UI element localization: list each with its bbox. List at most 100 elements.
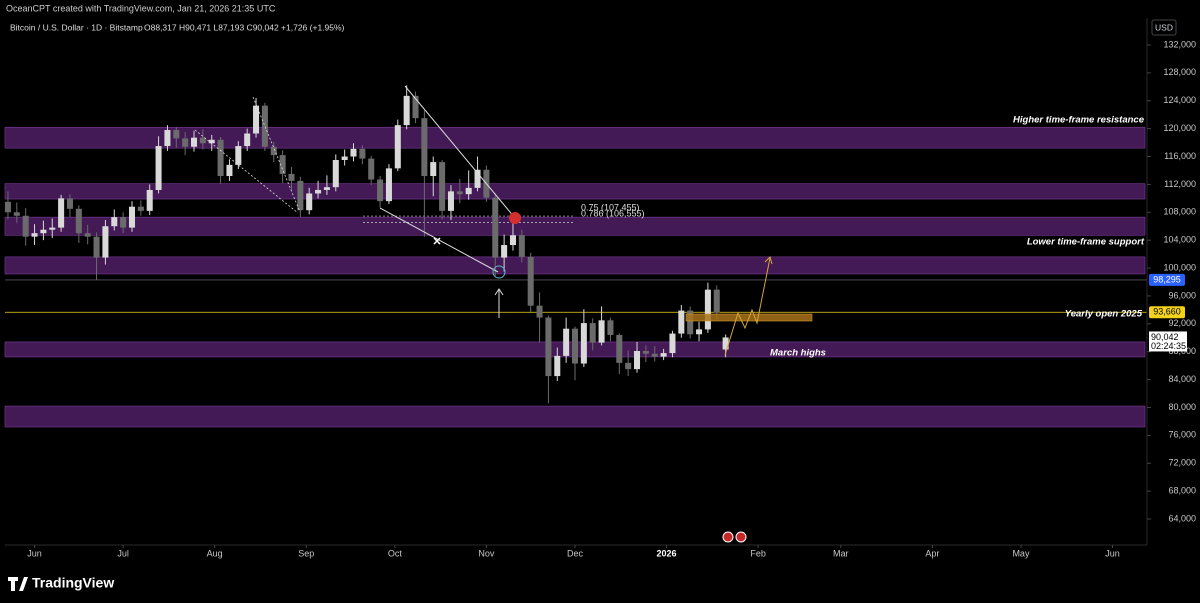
fib-label: 0.786 (106,555)	[581, 209, 645, 219]
candle-body	[323, 187, 330, 190]
x-tick-label: Mar	[833, 548, 849, 558]
candle-body	[84, 233, 91, 237]
candle-body	[332, 159, 339, 188]
annotation: Yearly open 2025	[1065, 309, 1143, 320]
y-tick-label: 128,000	[1163, 67, 1196, 77]
candle-body	[66, 198, 73, 209]
candle-body	[439, 162, 446, 211]
candle-body	[182, 138, 189, 147]
x-tick-label: Nov	[478, 548, 495, 558]
candle-body	[40, 229, 47, 234]
symbol: Bitcoin / U.S. Dollar · 1D · Bitstamp	[10, 22, 143, 32]
event-icons	[722, 531, 747, 543]
candle-body	[22, 215, 29, 237]
y-tick-label: 124,000	[1163, 95, 1196, 105]
candle-body	[341, 156, 348, 160]
candle-body	[261, 105, 268, 147]
candle-body	[377, 179, 384, 202]
x-tick-label: Apr	[925, 548, 939, 558]
y-tick-label: 68,000	[1168, 485, 1196, 495]
candle-body	[447, 191, 454, 211]
drawings	[194, 85, 813, 543]
circle-marker	[492, 265, 506, 279]
candle-body	[75, 208, 82, 234]
last-price-tag	[1149, 331, 1187, 352]
candle-body	[545, 317, 552, 377]
candle-body	[394, 125, 401, 169]
candle-body	[536, 305, 543, 318]
candle-body	[403, 95, 410, 126]
candle-body	[279, 155, 286, 174]
y-tick-label: 104,000	[1163, 235, 1196, 245]
candle-body	[137, 206, 144, 211]
candles	[4, 85, 729, 404]
x-tick-label: Jun	[27, 548, 42, 558]
y-tick-label: 116,000	[1164, 151, 1196, 161]
brand-logo: TradingView	[8, 575, 114, 591]
candle-body	[465, 187, 472, 195]
x-tick-label: Feb	[750, 548, 766, 558]
candle-body	[687, 310, 694, 335]
annotation: Higher time-frame resistance	[1013, 115, 1145, 126]
level-tag	[1149, 273, 1185, 286]
candle-body	[49, 227, 56, 230]
candle-body	[199, 137, 206, 144]
candle-body	[722, 337, 729, 350]
y-tick-label: 80,000	[1168, 402, 1196, 412]
y-tick-label: 100,000	[1163, 262, 1196, 272]
countdown: 02:24:35	[1151, 341, 1186, 351]
x-tick-label: Oct	[388, 548, 403, 558]
currency-box	[1151, 19, 1177, 36]
candle-body	[155, 146, 162, 190]
annotation: March highs	[770, 348, 826, 359]
candle-body	[359, 148, 366, 159]
candle-body	[607, 320, 614, 335]
candle-body	[226, 164, 233, 177]
axes: 98,295 93,660 132,000 128,000 124,000 120,000…	[27, 39, 1196, 558]
candle-body	[713, 289, 720, 313]
red-dot	[509, 212, 521, 224]
candle-body	[492, 197, 499, 258]
candle-body	[642, 350, 649, 354]
candle-body	[385, 168, 392, 202]
candle-body	[563, 328, 570, 356]
candle-body	[13, 212, 20, 216]
zone	[4, 405, 1146, 428]
x-tick-label: Jul	[117, 548, 129, 558]
y-tick-label: 92,000	[1168, 318, 1196, 328]
level-tag	[1149, 306, 1185, 319]
trendline	[404, 85, 516, 219]
zone	[4, 216, 1146, 236]
levels: 0.75 (107,455)0.786 (106,555)	[5, 202, 1147, 313]
candle-body	[297, 180, 304, 211]
y-tick-label: 96,000	[1168, 290, 1196, 300]
annotation: Lower time-frame support	[1027, 237, 1145, 248]
candle-body	[412, 95, 419, 119]
candle-body	[669, 333, 676, 354]
candle-body	[253, 105, 260, 134]
y-tick-label: 132,000	[1163, 39, 1196, 49]
candle-body	[173, 130, 180, 139]
currency: USD	[1155, 22, 1173, 32]
zone	[4, 126, 1146, 149]
candle-body	[571, 328, 579, 364]
y-tick-label: 72,000	[1168, 458, 1196, 468]
brand: TradingView	[32, 575, 114, 591]
y-tick-label: 84,000	[1168, 374, 1196, 384]
candle-body	[217, 139, 224, 177]
candle-body	[306, 193, 313, 211]
y-tick-label: 112,000	[1164, 179, 1196, 189]
candle-body	[474, 169, 481, 188]
ohlc: O88,317 H90,471 L87,193 C90,042 +1,726 (…	[144, 22, 345, 32]
candle-body	[146, 189, 153, 211]
candle-body	[191, 137, 198, 147]
x-tick-label: Sep	[298, 548, 314, 558]
credit: OceanCPT created with TradingView.com, J…	[6, 3, 276, 13]
candle-body	[501, 245, 508, 258]
candle-body	[93, 236, 100, 258]
fib-label: 0.75 (107,455)	[581, 202, 640, 212]
candle-body	[421, 118, 428, 177]
candle-body	[625, 362, 632, 370]
level-tag-label: 93,660	[1153, 307, 1181, 317]
